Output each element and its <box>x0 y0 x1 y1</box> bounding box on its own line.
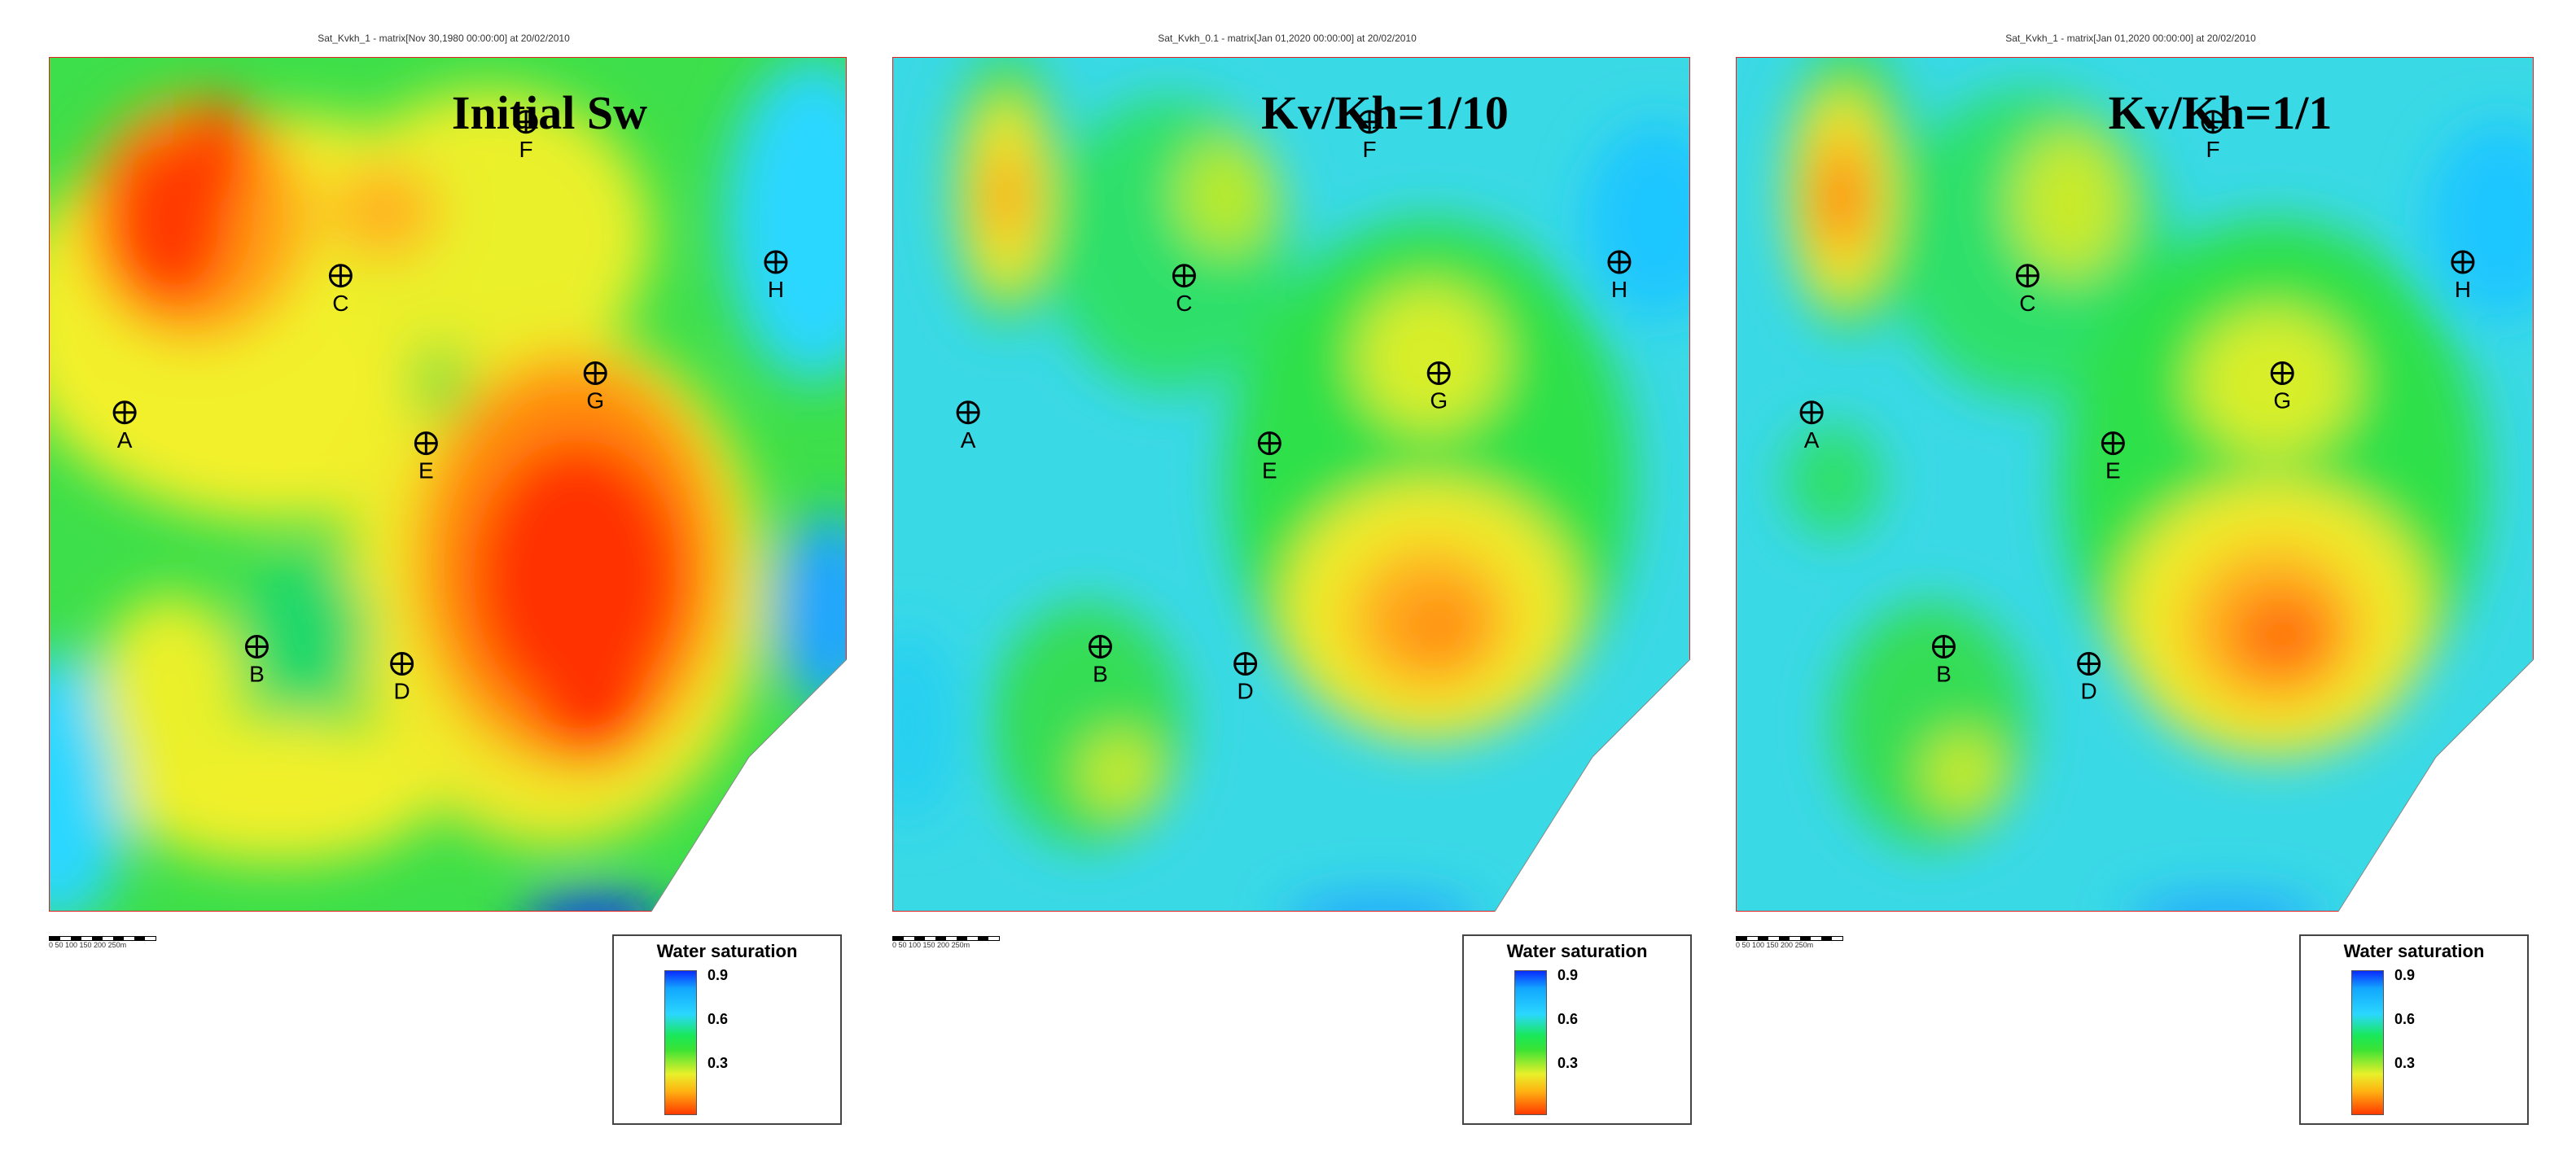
well-label: B <box>1936 662 1952 687</box>
well-marker-d: D <box>390 652 414 704</box>
well-marker-f: F <box>1357 110 1382 162</box>
well-label: H <box>1611 277 1628 302</box>
panel-initial-sw: Sat_Kvkh_1 - matrix[Nov 30,1980 00:00:00… <box>33 0 855 1155</box>
well-label: B <box>1093 662 1108 687</box>
well-marker-f: F <box>2201 110 2225 162</box>
well-label: C <box>1176 291 1192 316</box>
legend-title: Water saturation <box>656 941 798 961</box>
well-label: G <box>1430 388 1448 413</box>
well-label: A <box>117 427 133 453</box>
well-marker-c: C <box>2015 264 2039 316</box>
legend-tick: 0.6 <box>2394 1011 2416 1027</box>
map-title: Kv/Kh=1/10 <box>1261 86 1509 139</box>
scale-bar: 0 50 100 150 200 250m <box>892 936 1000 949</box>
legend-tick: 0.3 <box>708 1055 729 1071</box>
well-label: E <box>418 458 434 483</box>
legend-color-bar <box>2351 970 2384 1115</box>
legend-title: Water saturation <box>1506 941 1648 961</box>
panel-kvkh-1-1: Sat_Kvkh_1 - matrix[Jan 01,2020 00:00:00… <box>1720 0 2542 1155</box>
well-label: A <box>961 427 976 453</box>
scale-labels: 0 50 100 150 200 250m <box>49 941 127 949</box>
well-label: H <box>2455 277 2471 302</box>
well-marker-a: A <box>1799 400 1824 453</box>
color-legend: Water saturation 0.9 0.6 0.3 <box>612 934 842 1125</box>
legend-tick: 0.3 <box>1557 1055 1579 1071</box>
well-label: C <box>2019 291 2035 316</box>
legend-tick: 0.9 <box>2394 967 2416 983</box>
well-label: C <box>332 291 348 316</box>
well-label: G <box>586 388 604 413</box>
well-marker-h: H <box>2451 250 2475 302</box>
saturation-map: A B C D E F G H <box>49 57 848 912</box>
well-label: D <box>394 679 410 704</box>
well-label: D <box>2081 679 2097 704</box>
panel-kvkh-1-10: Sat_Kvkh_0.1 - matrix[Jan 01,2020 00:00:… <box>876 0 1698 1155</box>
well-label: B <box>249 662 265 687</box>
well-marker-g: G <box>2270 361 2294 413</box>
well-marker-e: E <box>414 431 438 483</box>
well-label: E <box>1262 458 1277 483</box>
well-label: F <box>1363 137 1377 162</box>
well-marker-f: F <box>514 110 538 162</box>
saturation-map: A B C D E F G H <box>1736 57 2534 912</box>
well-label: G <box>2273 388 2291 413</box>
map-title: Kv/Kh=1/1 <box>2108 86 2333 139</box>
well-marker-a: A <box>956 400 980 453</box>
well-label: F <box>2206 137 2220 162</box>
well-marker-h: H <box>1607 250 1632 302</box>
legend-tick: 0.6 <box>1557 1011 1579 1027</box>
scale-labels: 0 50 100 150 200 250m <box>1736 941 1814 949</box>
well-marker-g: G <box>1426 361 1451 413</box>
wells-layer: A B C D E F G H <box>1799 110 2475 704</box>
well-marker-h: H <box>764 250 788 302</box>
well-marker-c: C <box>328 264 353 316</box>
color-legend: Water saturation 0.9 0.6 0.3 <box>1462 934 1692 1125</box>
well-marker-b: B <box>1931 635 1956 687</box>
well-marker-a: A <box>112 400 137 453</box>
well-marker-e: E <box>1257 431 1281 483</box>
well-marker-d: D <box>2077 652 2101 704</box>
well-marker-c: C <box>1172 264 1196 316</box>
wells-layer: A B C D E F G H <box>112 110 788 704</box>
saturation-map: A B C D E F G H <box>892 57 1691 912</box>
well-label: H <box>768 277 784 302</box>
well-marker-b: B <box>244 635 269 687</box>
legend-tick: 0.3 <box>2394 1055 2416 1071</box>
well-marker-b: B <box>1088 635 1112 687</box>
well-label: A <box>1804 427 1820 453</box>
map-title: Initial Sw <box>451 86 648 139</box>
legend-color-bar <box>664 970 697 1115</box>
legend-tick: 0.6 <box>708 1011 729 1027</box>
panel-header: Sat_Kvkh_1 - matrix[Jan 01,2020 00:00:00… <box>2005 33 2256 44</box>
well-marker-d: D <box>1233 652 1258 704</box>
legend-title: Water saturation <box>2343 941 2485 961</box>
well-label: E <box>2105 458 2121 483</box>
legend-color-bar <box>1514 970 1547 1115</box>
wells-layer: A B C D E F G H <box>956 110 1632 704</box>
well-label: D <box>1238 679 1254 704</box>
color-legend: Water saturation 0.9 0.6 0.3 <box>2299 934 2529 1125</box>
well-marker-e: E <box>2101 431 2125 483</box>
panel-header: Sat_Kvkh_1 - matrix[Nov 30,1980 00:00:00… <box>318 33 570 44</box>
scale-bar: 0 50 100 150 200 250m <box>49 936 156 949</box>
scale-labels: 0 50 100 150 200 250m <box>892 941 970 949</box>
well-marker-g: G <box>583 361 607 413</box>
well-label: F <box>519 137 533 162</box>
legend-tick: 0.9 <box>708 967 729 983</box>
scale-bar: 0 50 100 150 200 250m <box>1736 936 1843 949</box>
panel-header: Sat_Kvkh_0.1 - matrix[Jan 01,2020 00:00:… <box>1158 33 1417 44</box>
legend-tick: 0.9 <box>1557 967 1579 983</box>
